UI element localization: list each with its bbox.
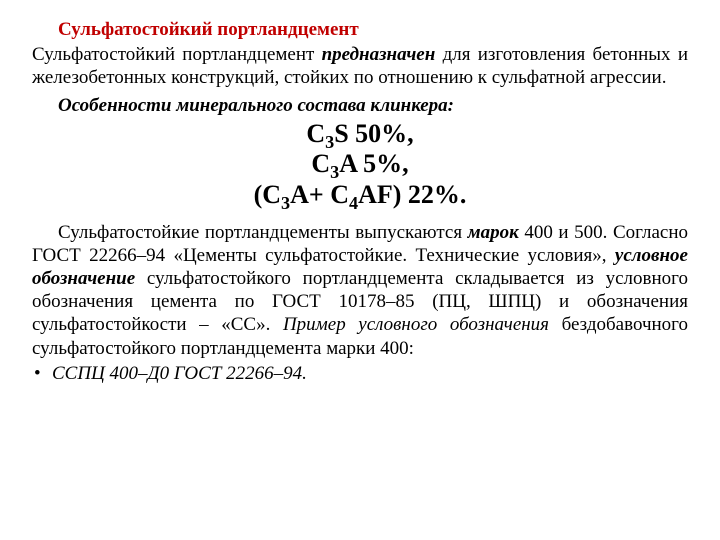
f2-c: C	[311, 149, 330, 178]
f3-open: (C	[254, 180, 281, 209]
formula-line-3: (C3A+ C4AF) 22%.	[32, 180, 688, 211]
slide-title: Сульфатостойкий портландцемент	[32, 18, 688, 41]
bullet-item: • ССПЦ 400–Д0 ГОСТ 22266–94.	[32, 362, 688, 385]
p3-f: Пример условного обозначения	[283, 314, 549, 335]
f3-end: AF) 22%.	[358, 180, 466, 209]
p1-emph: предназначен	[322, 44, 436, 65]
formula-block: C3S 50%, C3A 5%, (C3A+ C4AF) 22%.	[32, 119, 688, 211]
f1-tail: S 50%,	[334, 119, 413, 148]
bullet-marker: •	[32, 362, 52, 385]
paragraph-intro: Сульфатостойкий портландцемент предназна…	[32, 43, 688, 89]
paragraph-features-heading: Особенности минерального состава клинкер…	[32, 94, 688, 117]
f3-sub1: 3	[281, 193, 290, 213]
bullet-text: ССПЦ 400–Д0 ГОСТ 22266–94.	[52, 362, 688, 385]
p1-plain-1: Сульфатостойкий портландцемент	[32, 44, 322, 65]
p3-a: Сульфатостойкие портландцементы выпускаю…	[58, 222, 468, 243]
paragraph-details: Сульфатостойкие портландцементы выпускаю…	[32, 221, 688, 360]
formula-line-1: C3S 50%,	[32, 119, 688, 150]
p3-b: марок	[468, 222, 519, 243]
f1-c: C	[306, 119, 325, 148]
f3-sub2: 4	[349, 193, 358, 213]
formula-line-2: C3A 5%,	[32, 149, 688, 180]
slide: Сульфатостойкий портландцемент Сульфатос…	[0, 0, 720, 540]
f3-mid: A+ C	[290, 180, 349, 209]
f2-tail: A 5%,	[339, 149, 408, 178]
